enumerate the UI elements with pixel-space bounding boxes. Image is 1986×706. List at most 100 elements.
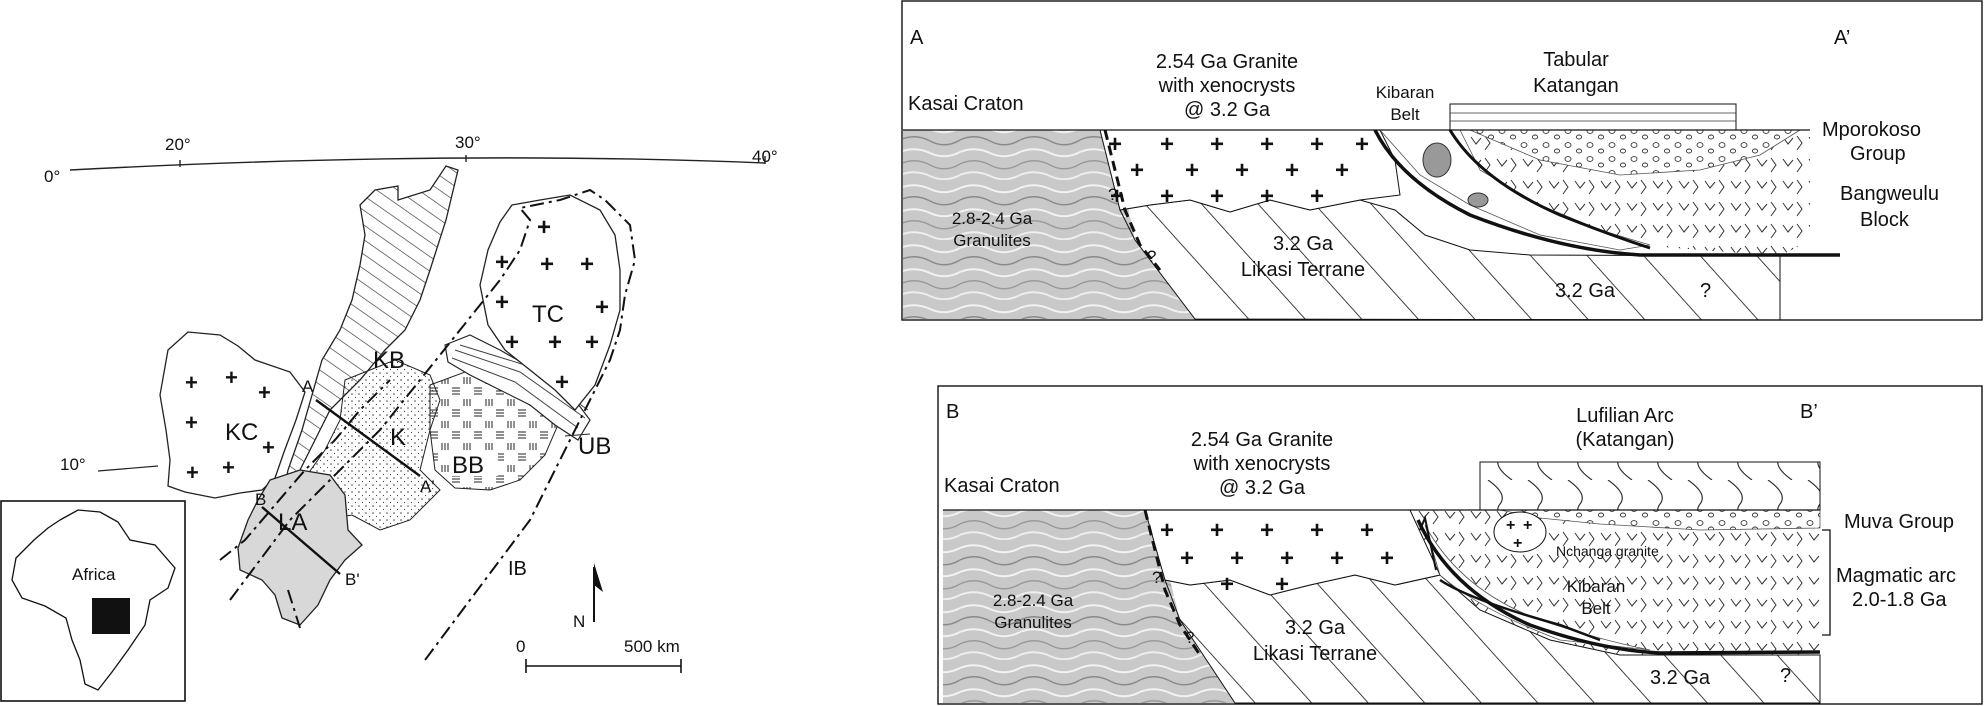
scale-bar [525,659,682,673]
kibaran-pod-a1 [1422,142,1452,178]
svg-text:+: + [1180,545,1194,572]
svg-text:+: + [555,369,569,396]
svg-text:+: + [1523,517,1532,534]
svg-text:+: + [1230,545,1244,572]
lufilian-arc-region [237,469,363,626]
section-b-end: B' [345,570,360,589]
ubendian-belt-region [444,334,591,441]
magmatic-arc-label-b2: 2.0-1.8 Ga [1852,589,1947,611]
bangweulu-label-a2: Block [1860,209,1910,231]
svg-text:+: + [1513,535,1522,552]
tc-label: TC [532,301,564,328]
granite-label-b1: 2.54 Ga Granite [1191,429,1333,451]
section-b-right-end: B’ [1800,401,1818,423]
tabular-katangan-a [1449,103,1737,131]
svg-text:+: + [1210,517,1224,544]
kibaran-label-b1: Kibaran [1567,577,1626,596]
magmatic-arc-bracket [1822,529,1831,636]
section-b-start: B [255,490,266,509]
likasi-label-b1: 3.2 Ga [1285,617,1346,639]
svg-text:+: + [1220,571,1234,598]
svg-text:+: + [1235,157,1249,184]
section-a-start: A [302,377,314,396]
graticule-arc [69,157,766,171]
svg-text:+: + [1275,571,1289,598]
svg-text:+: + [1185,157,1199,184]
likasi-label-a2: Likasi Terrane [1241,259,1365,281]
thrust-fault-b1 [1416,519,1821,655]
kibaran-label-a1: Kibaran [1376,83,1435,102]
svg-text:+: + [1260,131,1274,158]
kasai-craton-label-b: Kasai Craton [944,475,1060,497]
svg-text:+: + [1110,183,1124,210]
kc-plus-marks: + + + + + + + [185,365,275,485]
granulites-label-b2: Granulites [994,613,1071,632]
svg-text:+: + [595,294,609,321]
kibaran-pod-a2 [1467,192,1489,208]
lufilian-label-b1: Lufilian Arc [1576,405,1674,427]
svg-text:+: + [185,370,198,395]
section-line-b [261,506,341,575]
irumide-boundary-west [219,379,391,561]
lon-20-label: 20° [165,135,191,154]
section-a-right-end: A’ [1834,27,1850,49]
irumide-boundary [229,188,637,661]
mporokoso-label-a2: Group [1850,143,1906,165]
lon-0-label: 0° [44,167,60,186]
svg-text:+: + [1310,131,1324,158]
ub-label: UB [578,433,611,460]
scale-end: 500 km [624,637,680,656]
basement-age-label-a: 3.2 Ga [1555,280,1616,302]
svg-text:+: + [1160,517,1174,544]
k-label: K [390,424,406,451]
question-mark-a1: ? [1108,185,1117,204]
nchanga-label-b: Nchanga granite [1556,543,1659,559]
bangweulu-label-a1: Bangweulu [1840,183,1939,205]
svg-text:+: + [1160,131,1174,158]
svg-text:+: + [1335,157,1349,184]
svg-text:+: + [505,329,519,356]
kibaran-belt-region [280,165,459,502]
granite-label-a3: @ 3.2 Ga [1184,99,1271,121]
tabular-label-a2: Katangan [1533,75,1619,97]
svg-text:+: + [1330,545,1344,572]
tanzania-craton-region [479,194,621,411]
cross-section-a: A A’ + + + + + + + + + + + + + + + + Kasai Cra [901,0,1983,321]
svg-text:+: + [1160,183,1174,210]
svg-text:+: + [262,435,275,460]
granulites-body-a [903,130,1195,319]
section-a-end: A' [420,477,435,496]
svg-text:+: + [1380,545,1394,572]
svg-text:+: + [495,289,509,316]
thrust-fault-a1 [1373,129,1840,257]
magmatic-arc-label-b1: Magmatic arc [1836,565,1956,587]
inset-africa-label: Africa [72,565,116,584]
granulites-label-a1: 2.8-2.4 Ga [952,209,1033,228]
svg-text:+: + [540,251,554,278]
granite-plus-a: + + + + + + + + + + + + + + + + [1108,131,1369,210]
kasai-craton-label-a: Kasai Craton [908,93,1024,115]
granite-plus-b: + + + + + + + + + + + + [1160,517,1394,598]
north-arrow-icon [593,563,603,622]
section-a-left-end: A [910,27,924,49]
svg-text:+: + [1210,183,1224,210]
svg-text:+: + [185,410,198,435]
svg-text:+: + [1310,183,1324,210]
granite-label-a1: 2.54 Ga Granite [1156,51,1298,73]
granulites-label-b1: 2.8-2.4 Ga [993,591,1074,610]
likasi-label-a1: 3.2 Ga [1273,233,1334,255]
svg-text:+: + [1130,157,1144,184]
svg-text:+: + [1355,131,1369,158]
kibaran-label-b2: Belt [1581,599,1611,618]
svg-text:+: + [225,365,238,390]
ib-label: IB [508,558,527,580]
kc-label: KC [225,419,258,446]
bb-label: BB [452,452,484,479]
lufilian-arc-box [1479,461,1821,511]
kibaran-label-a2: Belt [1390,105,1420,124]
svg-text:+: + [1280,545,1294,572]
svg-text:+: + [258,380,271,405]
svg-text:+: + [1260,183,1274,210]
question-mark-b3: ? [1780,665,1791,687]
